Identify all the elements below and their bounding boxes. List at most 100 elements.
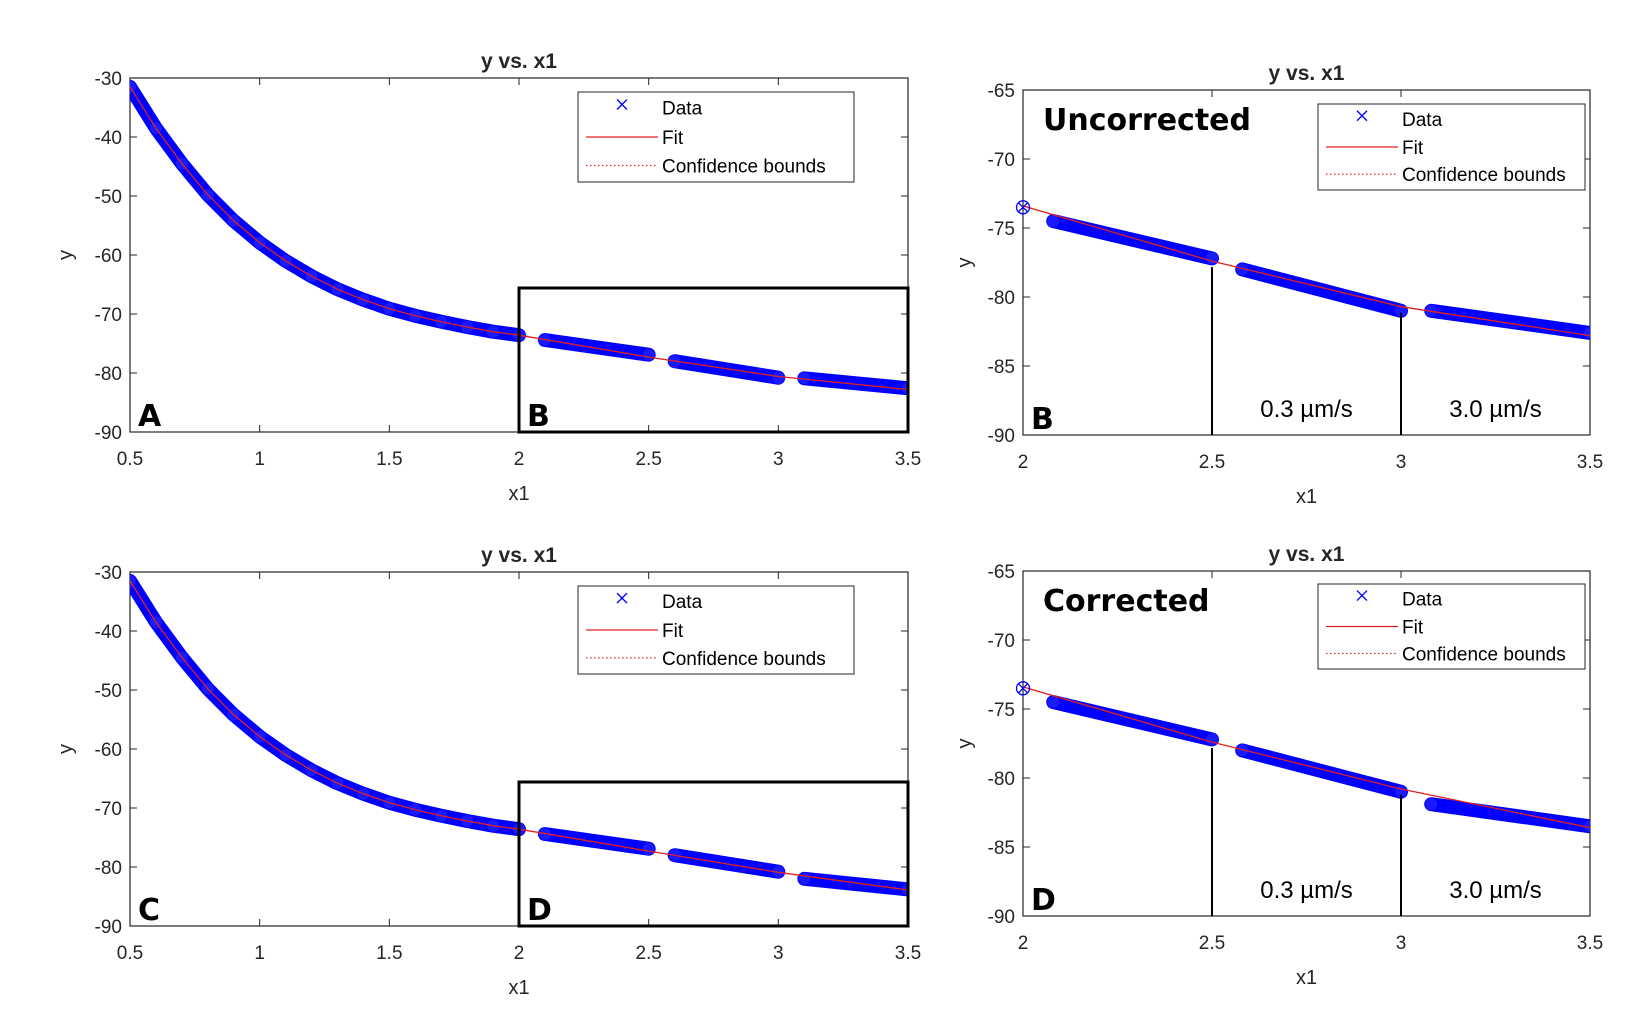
x-tick-label: 2 <box>1018 452 1029 473</box>
y-tick-label: -75 <box>988 219 1015 240</box>
data-point <box>1047 215 1060 228</box>
x-tick-label: 3 <box>1396 452 1407 473</box>
legend-fit-label: Fit <box>1402 618 1424 639</box>
y-tick-label: -80 <box>988 288 1015 309</box>
y-tick-label: -30 <box>95 69 122 90</box>
x-tick-label: 1 <box>254 943 265 964</box>
legend: Data Fit Confidence bounds <box>1317 103 1586 191</box>
zoom-region-box <box>517 780 910 928</box>
x-tick-label: 3 <box>1396 933 1407 954</box>
y-tick-label: -90 <box>988 907 1015 928</box>
y-tick-label: -90 <box>95 917 122 938</box>
data-point <box>642 348 655 361</box>
y-tick-label: -90 <box>988 426 1015 447</box>
y-tick-label: -80 <box>988 769 1015 790</box>
data-point <box>130 574 136 587</box>
legend-data-marker <box>616 99 628 110</box>
plot-area <box>1023 205 1590 340</box>
y-tick-label: -40 <box>95 622 122 643</box>
zoom-region-box <box>517 286 910 434</box>
data-start-point <box>1015 681 1031 696</box>
legend-data-marker <box>1356 110 1368 122</box>
y-tick-label: -50 <box>95 681 122 702</box>
chart-panel-a: y vs. x1 0.5 1 1.5 2 2.5 3 3.5 -30 -40 -50 -60 -70 -8… <box>55 50 921 505</box>
legend-data-label: Data <box>662 99 703 120</box>
speed-label: 3.0 µm/s <box>1449 877 1542 904</box>
chart-panel-d: y vs. x1 2 2.5 3 3.5 -65 -70 -75 -80 -85 -90 x1 y 0.3… <box>954 543 1603 989</box>
x-axis-label: x1 <box>1296 486 1317 508</box>
legend-fit-label: Fit <box>662 128 684 149</box>
legend-data-label: Data <box>662 592 703 613</box>
y-axis-label: y <box>55 744 77 754</box>
data-point <box>1584 820 1590 833</box>
legend-bounds-label: Confidence bounds <box>662 649 826 670</box>
data-segment-1 <box>130 79 526 343</box>
x-tick-label: 2 <box>1018 933 1029 954</box>
zoom-region-letter: B <box>527 399 550 434</box>
y-tick-label: -65 <box>988 562 1015 583</box>
legend-data-label: Data <box>1402 110 1443 131</box>
y-tick-label: -75 <box>988 700 1015 721</box>
y-tick-label: -70 <box>95 305 122 326</box>
axes-box <box>1022 570 1591 917</box>
plot-area <box>1023 686 1590 834</box>
y-tick-label: -30 <box>95 563 122 584</box>
y-tick-label: -60 <box>95 246 122 267</box>
data-segment-2 <box>1235 743 1408 799</box>
legend-bounds-label: Confidence bounds <box>1402 644 1566 665</box>
y-tick-label: -80 <box>95 364 122 385</box>
chart-title: y vs. x1 <box>1269 543 1345 566</box>
legend-fit-label: Fit <box>1402 138 1424 159</box>
speed-label: 0.3 µm/s <box>1260 877 1353 904</box>
panel-letter: B <box>1031 402 1054 437</box>
y-tick-label: -85 <box>988 357 1015 378</box>
data-segment-1 <box>1046 214 1219 266</box>
data-start-point <box>1015 200 1031 215</box>
chart-title: y vs. x1 <box>481 50 557 73</box>
legend-fit-label: Fit <box>662 621 684 642</box>
x-tick-label: 2 <box>514 449 525 470</box>
y-axis-label: y <box>954 258 976 268</box>
fit-line <box>1023 686 1590 829</box>
y-tick-label: -85 <box>988 838 1015 859</box>
data-segment-1 <box>130 573 526 837</box>
legend-bounds-label: Confidence bounds <box>1402 165 1566 186</box>
plot-area <box>130 79 908 396</box>
data-segment-4 <box>797 371 908 396</box>
zoom-region-letter: D <box>527 893 552 928</box>
x-tick-label: 2.5 <box>1199 933 1225 954</box>
speed-label: 0.3 µm/s <box>1260 396 1353 423</box>
legend: Data Fit Confidence bounds <box>577 91 855 183</box>
data-segment-3 <box>1424 303 1590 340</box>
y-tick-label: -65 <box>988 81 1015 102</box>
data-point <box>1236 263 1249 276</box>
chart-title: y vs. x1 <box>481 544 557 567</box>
data-segment-1 <box>1046 695 1219 747</box>
legend-data-marker <box>1356 590 1368 602</box>
y-tick-label: -60 <box>95 740 122 761</box>
x-tick-label: 3 <box>773 943 784 964</box>
x-tick-label: 0.5 <box>117 449 143 470</box>
data-point <box>1425 798 1438 811</box>
fit-line <box>1023 205 1590 337</box>
x-tick-label: 2.5 <box>1199 452 1225 473</box>
data-point <box>1236 744 1249 757</box>
x-tick-label: 3.5 <box>895 943 921 964</box>
panel-letter: D <box>1031 883 1056 918</box>
data-segment-2 <box>1235 262 1408 318</box>
x-tick-label: 1 <box>254 449 265 470</box>
y-tick-label: -70 <box>95 799 122 820</box>
data-point <box>1584 326 1590 339</box>
chart-panel-c: y vs. x1 0.5 1 1.5 2 2.5 3 3.5 -30 -40 -50 -60 -70 -8… <box>55 544 921 999</box>
chart-panel-b: y vs. x1 2 2.5 3 3.5 -65 -70 -75 -80 -85 -90 x1 y 0.3… <box>954 62 1603 508</box>
x-axis-label: x1 <box>1296 967 1317 989</box>
y-tick-label: -70 <box>988 150 1015 171</box>
correction-label: Corrected <box>1043 584 1210 619</box>
data-point <box>642 842 655 855</box>
y-tick-label: -40 <box>95 128 122 149</box>
x-axis-label: x1 <box>508 977 529 999</box>
y-axis-label: y <box>954 739 976 749</box>
data-point <box>772 371 785 384</box>
x-tick-label: 3.5 <box>1577 933 1603 954</box>
